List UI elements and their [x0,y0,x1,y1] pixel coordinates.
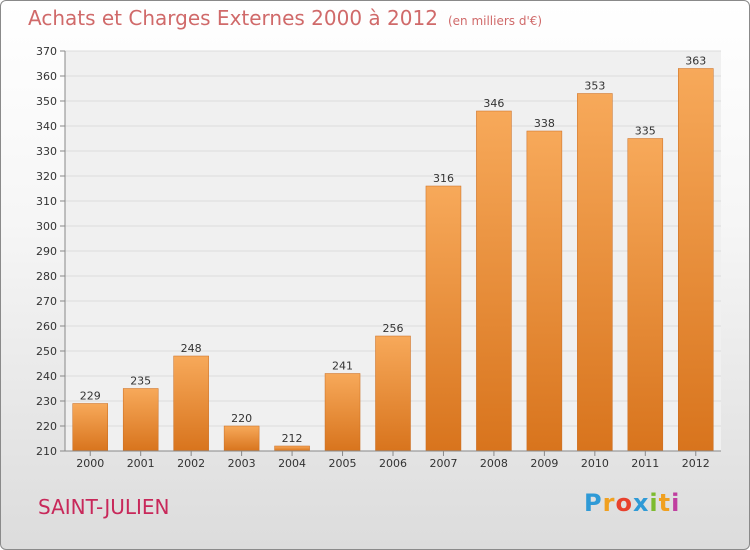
bars: 229 235 248 220 212 241 256 316 346 338 353 335 363 [72,55,714,452]
logo-letter: i [671,489,681,517]
y-tick-label: 340 [36,120,57,133]
y-tick-label: 290 [36,245,57,258]
logo-letter: t [658,489,672,517]
bar-value-label: 363 [685,55,706,68]
y-tick-label: 360 [36,70,57,83]
bar [577,93,613,452]
x-tick-label: 2009 [530,457,558,470]
x-tick-label: 2006 [379,457,407,470]
y-tick-label: 270 [36,295,57,308]
y-tick-label: 220 [36,420,57,433]
y-tick-label: 210 [36,445,57,458]
chart-title-block: Achats et Charges Externes 2000 à 2012 (e… [28,6,542,30]
y-tick-label: 240 [36,370,57,383]
y-tick-label: 280 [36,270,57,283]
bar-value-label: 335 [635,125,656,138]
x-tick-label: 2004 [278,457,306,470]
bar [122,388,159,452]
bar [375,335,411,452]
y-tick-label: 250 [36,345,57,358]
bar [274,445,310,452]
bar-value-label: 235 [130,375,151,388]
bar-value-label: 248 [181,342,202,355]
logo-letter: r [602,489,616,517]
x-tick-label: 2003 [228,457,256,470]
x-tick-label: 2001 [127,457,155,470]
logo-letter: P [584,489,603,517]
chart-unit-note: (en milliers d'€) [447,14,543,28]
bar [173,355,209,452]
y-tick-label: 330 [36,145,57,158]
y-tick-label: 230 [36,395,57,408]
y-tick-label: 320 [36,170,57,183]
y-tick-label: 310 [36,195,57,208]
bar-value-label: 256 [383,322,404,335]
city-name: SAINT-JULIEN [38,495,170,519]
y-tick-label: 370 [36,45,57,58]
chart-title: Achats et Charges Externes 2000 à 2012 [28,6,438,30]
x-tick-label: 2012 [682,457,710,470]
bar-value-label: 229 [80,390,101,403]
logo-letter: i [649,489,659,517]
bar-value-label: 346 [483,97,504,110]
bar [678,68,714,452]
bar-value-label: 241 [332,360,353,373]
bar [425,185,462,452]
bar-value-label: 316 [433,172,454,185]
bar [526,130,563,452]
y-tick-label: 350 [36,95,57,108]
logo-letter: x [632,489,650,517]
axes: 210 220 230 240 250 260 270 280 290 300 310 320 330 3… [36,45,721,470]
bar-value-label: 338 [534,117,555,130]
x-tick-label: 2002 [177,457,205,470]
x-tick-label: 2011 [631,457,659,470]
x-tick-label: 2007 [429,457,457,470]
bar-value-label: 220 [231,412,252,425]
x-tick-label: 2000 [76,457,104,470]
x-tick-label: 2008 [480,457,508,470]
bar-value-label: 212 [282,432,303,445]
bar [627,138,664,452]
x-tick-label: 2005 [329,457,357,470]
bar [324,373,361,452]
x-tick-label: 2010 [581,457,609,470]
bar-value-label: 353 [584,80,605,93]
bar [223,425,260,452]
bar [72,403,108,452]
y-tick-label: 300 [36,220,57,233]
proxiti-logo: Proxiti [584,489,680,517]
bar [476,110,512,452]
y-tick-label: 260 [36,320,57,333]
logo-letter: o [615,489,633,517]
